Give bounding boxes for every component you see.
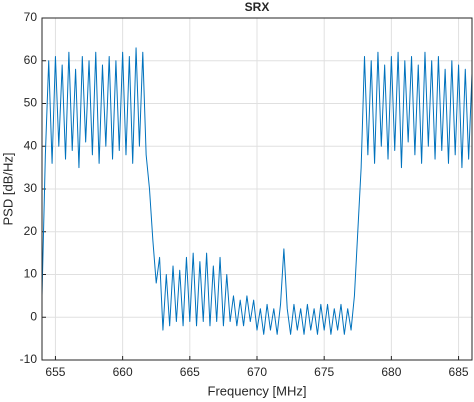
axes-box [41, 17, 473, 361]
x-tick-label: 660 [113, 365, 133, 379]
y-tick-label: 50 [24, 96, 38, 110]
y-tick-label: 20 [24, 224, 38, 238]
x-tick-label: 675 [314, 365, 334, 379]
x-tick-label: 655 [45, 365, 65, 379]
y-tick-label: 70 [24, 10, 38, 24]
y-tick-label: 0 [30, 309, 37, 323]
y-tick-label: 30 [24, 181, 38, 195]
y-tick-label: 10 [24, 267, 38, 281]
x-axis-label: Frequency [MHz] [208, 383, 307, 398]
x-tick-label: 680 [381, 365, 401, 379]
chart-title: SRX [245, 0, 270, 14]
psd-line [41, 47, 473, 335]
x-tick-label: 665 [180, 365, 200, 379]
y-tick-label: 40 [24, 138, 38, 152]
y-tick-label: 60 [24, 53, 38, 67]
y-axis-label: PSD [dB/Hz] [0, 153, 15, 226]
x-tick-label: 685 [449, 365, 469, 379]
y-tick-label: -10 [20, 352, 38, 366]
x-tick-label: 670 [247, 365, 267, 379]
